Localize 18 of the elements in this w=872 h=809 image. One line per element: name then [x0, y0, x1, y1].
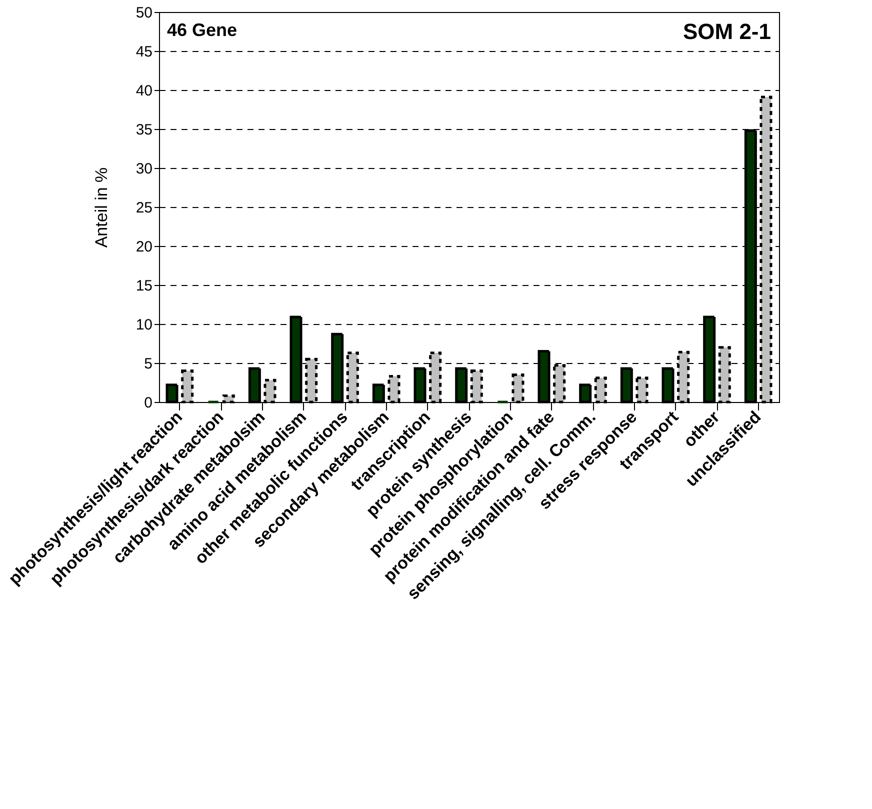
bar: [388, 375, 400, 404]
y-tick-label: 50: [136, 4, 152, 22]
annotation: 46 Gene: [167, 20, 238, 40]
bar: [636, 376, 648, 404]
y-tick-label: 35: [136, 122, 152, 138]
y-tick-label: 10: [136, 316, 152, 334]
y-tick-label: 45: [136, 44, 152, 60]
y-tick-label: 20: [136, 238, 152, 256]
y-tick-label: 15: [136, 278, 152, 294]
annotation: SOM 2-1: [682, 19, 771, 44]
bar: [594, 376, 607, 404]
bar: [512, 373, 524, 404]
y-tick-label: 30: [136, 160, 152, 178]
y-axis-title: Anteil in %: [92, 167, 111, 248]
y-tick-label: 5: [144, 356, 152, 372]
y-tick-label: 40: [136, 82, 152, 100]
y-tick-label: 25: [136, 200, 152, 216]
y-tick-label: 0: [144, 394, 152, 412]
